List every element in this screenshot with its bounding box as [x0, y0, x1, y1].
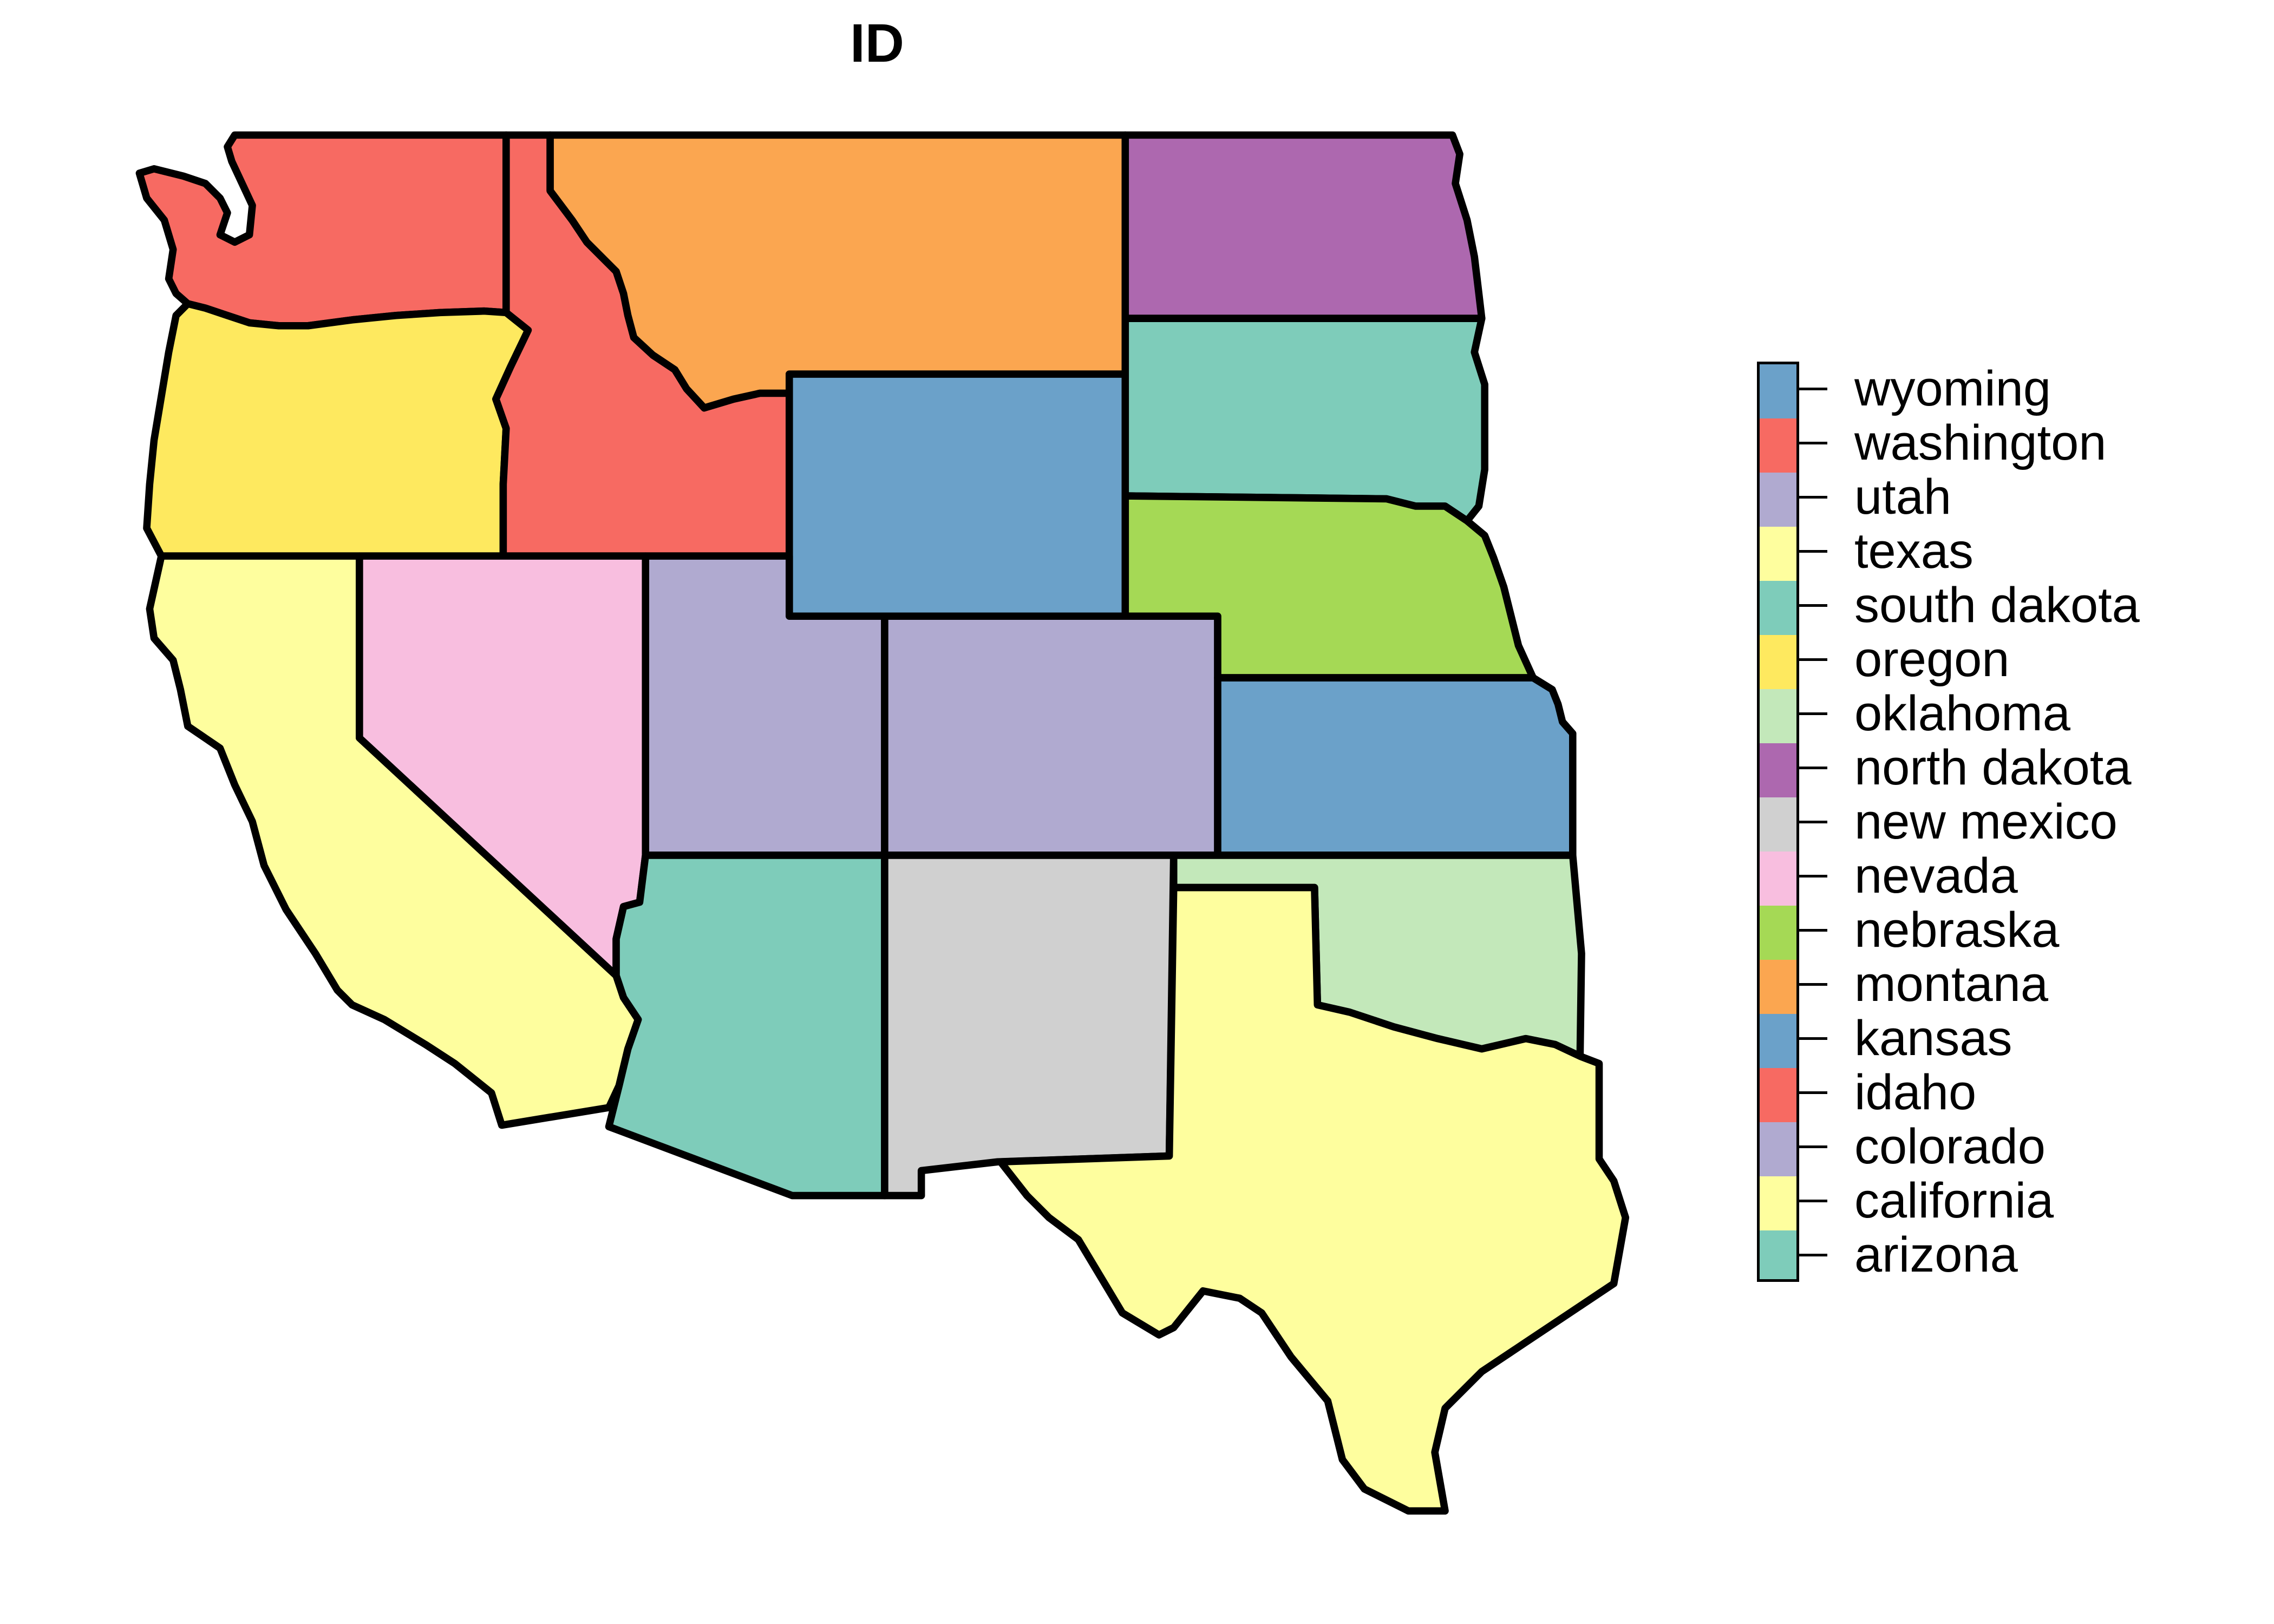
legend-tick [1799, 820, 1827, 823]
legend-swatch [1760, 1176, 1796, 1230]
legend-tick [1799, 1199, 1827, 1202]
legend-item: oklahoma [1799, 686, 2243, 741]
legend-item: utah [1799, 470, 2243, 524]
region-oregon [143, 300, 532, 560]
region-washington [135, 131, 510, 330]
legend-swatch [1760, 1122, 1796, 1176]
legend-tick [1799, 549, 1827, 553]
legend-label: washington [1854, 415, 2107, 470]
region-wyoming [786, 370, 1129, 620]
legend-tick [1799, 983, 1827, 986]
legend-tick [1799, 387, 1827, 390]
legend-label: idaho [1854, 1065, 1977, 1120]
region-arizona [605, 852, 888, 1200]
legend-tick [1799, 441, 1827, 444]
legend-tick [1799, 1145, 1827, 1148]
region-texas [997, 883, 1630, 1515]
legend-item: texas [1799, 524, 2243, 578]
legend-label: montana [1854, 957, 2049, 1012]
legend-item: oregon [1799, 632, 2243, 686]
legend-label: utah [1854, 469, 1952, 525]
legend-swatch [1760, 906, 1796, 960]
legend-item: idaho [1799, 1065, 2243, 1119]
legend-item: north dakota [1799, 741, 2243, 795]
legend-label: north dakota [1854, 740, 2132, 795]
legend-swatch [1760, 743, 1796, 797]
legend: wyoming washington utah texas south dakota or… [1757, 362, 2244, 1282]
legend-swatch [1760, 852, 1796, 906]
legend-label: oklahoma [1854, 686, 2070, 741]
legend-tick [1799, 766, 1827, 769]
legend-tick [1799, 1253, 1827, 1256]
region-colorado [881, 612, 1221, 859]
map-title: ID [850, 13, 904, 74]
legend-label: nebraska [1854, 902, 2060, 958]
legend-swatch [1760, 960, 1796, 1014]
legend-tick [1799, 712, 1827, 715]
legend-item: south dakota [1799, 578, 2243, 632]
legend-item: kansas [1799, 1011, 2243, 1065]
legend-tick [1799, 874, 1827, 878]
legend-swatch [1760, 473, 1796, 527]
legend-label: new mexico [1854, 794, 2118, 849]
legend-swatch [1760, 689, 1796, 743]
legend-swatch [1760, 797, 1796, 852]
region-nebraska [1121, 492, 1537, 682]
legend-swatch [1760, 527, 1796, 581]
legend-color-bar [1757, 362, 1799, 1282]
legend-swatch [1760, 1014, 1796, 1068]
legend-item: washington [1799, 416, 2243, 470]
legend-tick [1799, 495, 1827, 499]
legend-swatch [1760, 635, 1796, 689]
legend-tick [1799, 604, 1827, 607]
legend-swatch [1760, 581, 1796, 635]
legend-swatch [1760, 364, 1796, 418]
legend-item: nevada [1799, 849, 2243, 903]
legend-item: new mexico [1799, 795, 2243, 849]
legend-item: colorado [1799, 1119, 2243, 1174]
legend-tick [1799, 928, 1827, 932]
legend-item: arizona [1799, 1228, 2243, 1282]
legend-label: oregon [1854, 632, 2010, 687]
region-new-mexico [881, 852, 1178, 1200]
legend-swatch [1760, 1068, 1796, 1122]
region-north-dakota [1121, 131, 1486, 322]
legend-swatch [1760, 418, 1796, 473]
legend-label: south dakota [1854, 578, 2140, 633]
legend-label: kansas [1854, 1011, 2012, 1066]
legend-item: montana [1799, 957, 2243, 1011]
legend-tick [1799, 1091, 1827, 1094]
legend-label: nevada [1854, 848, 2018, 903]
legend-label: texas [1854, 523, 1974, 579]
legend-swatch [1760, 1230, 1796, 1279]
legend-label: california [1854, 1173, 2054, 1228]
legend-item: nebraska [1799, 903, 2243, 957]
legend-item: california [1799, 1174, 2243, 1228]
region-south-dakota [1121, 315, 1488, 525]
legend-tick [1799, 1037, 1827, 1040]
legend-label: wyoming [1854, 361, 2051, 416]
legend-label: arizona [1854, 1227, 2018, 1282]
legend-tick [1799, 658, 1827, 661]
region-kansas [1214, 674, 1577, 859]
legend-item: wyoming [1799, 362, 2243, 416]
legend-label: colorado [1854, 1119, 2046, 1174]
